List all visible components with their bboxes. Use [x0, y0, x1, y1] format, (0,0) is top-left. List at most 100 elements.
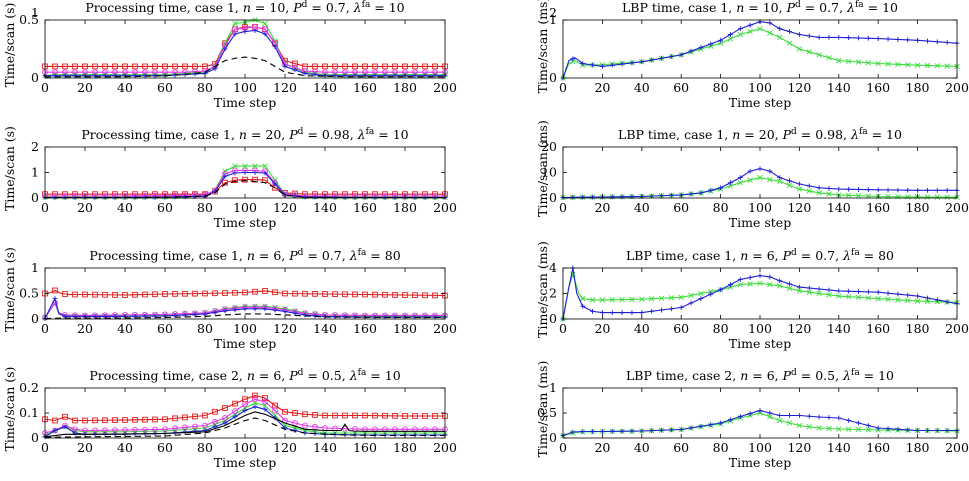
plus-marker — [252, 170, 258, 175]
square-marker — [172, 291, 178, 297]
plus-marker — [232, 414, 238, 420]
plus-marker — [262, 31, 268, 37]
chart-title: LBP time, case 1, n = 10, Pd = 0.7, λfa … — [622, 0, 898, 15]
y-axis-label: Time/scan (ms) — [535, 361, 550, 458]
x-tick-label: 100 — [748, 200, 772, 215]
square-marker — [422, 292, 428, 299]
x-marker — [776, 417, 783, 424]
x-marker — [944, 63, 950, 69]
plot-frame — [44, 19, 446, 79]
series-line-magenta — [45, 26, 445, 73]
plus-marker — [222, 173, 228, 179]
plus-marker — [856, 420, 861, 426]
x-tick-label: 20 — [594, 200, 610, 215]
square-marker — [362, 291, 368, 298]
plus-marker — [767, 168, 773, 174]
square-marker — [212, 408, 218, 415]
square-marker — [142, 63, 148, 70]
plus-marker — [698, 190, 704, 196]
plus-marker — [777, 175, 783, 180]
x-axis-label: Time step — [729, 455, 791, 470]
square-marker — [102, 417, 108, 424]
x-marker — [905, 62, 911, 68]
x-marker — [845, 58, 852, 65]
x-marker — [836, 57, 842, 64]
plus-marker — [302, 312, 308, 318]
square-marker — [432, 292, 438, 299]
x-marker — [826, 292, 832, 298]
plus-marker — [668, 192, 674, 198]
square-marker — [102, 291, 108, 298]
x-tick-label: 140 — [827, 440, 851, 455]
plus-marker — [659, 193, 664, 199]
square-marker — [312, 291, 318, 297]
square-marker — [222, 405, 228, 411]
x-tick-label: 20 — [77, 200, 93, 215]
square-marker — [52, 287, 58, 294]
square-marker — [342, 412, 348, 419]
plus-marker — [382, 73, 388, 79]
x-marker — [737, 31, 744, 38]
x-marker — [865, 427, 872, 433]
x-marker — [232, 163, 238, 169]
plus-marker — [600, 429, 605, 434]
plus-marker — [767, 410, 773, 416]
series-line-blue — [45, 29, 445, 77]
square-marker — [182, 63, 188, 70]
series-group — [560, 265, 960, 322]
plus-marker — [905, 187, 911, 193]
x-tick-label: 80 — [197, 80, 213, 95]
x-tick-label: 120 — [273, 80, 297, 95]
plus-marker — [895, 187, 901, 193]
x-tick-label: 80 — [197, 440, 213, 455]
x-marker — [826, 54, 832, 61]
x-tick-label: 180 — [393, 321, 417, 336]
x-tick-label: 60 — [157, 440, 173, 455]
square-marker — [232, 289, 238, 296]
y-tick-label: 2 — [549, 286, 557, 301]
square-marker — [352, 412, 358, 419]
square-marker — [222, 179, 228, 186]
plus-marker — [580, 194, 586, 200]
x-marker — [885, 296, 891, 302]
plus-marker — [659, 307, 664, 313]
square-marker — [382, 412, 388, 419]
plus-marker — [698, 296, 704, 301]
x-tick-label: 200 — [945, 440, 969, 455]
plus-marker — [232, 170, 238, 176]
series-group — [560, 166, 960, 201]
square-marker — [402, 63, 408, 70]
circle-marker — [192, 423, 198, 430]
square-marker — [302, 411, 308, 418]
y-tick-label: 2 — [549, 5, 557, 20]
x-marker — [934, 194, 941, 200]
square-marker — [162, 416, 168, 423]
x-tick-label: 160 — [866, 80, 890, 95]
square-marker — [272, 289, 278, 296]
x-marker — [855, 294, 862, 301]
square-marker — [332, 291, 338, 297]
x-marker — [796, 288, 803, 294]
y-tick-label: 0 — [549, 70, 557, 85]
square-marker — [252, 392, 258, 399]
plus-marker — [925, 428, 930, 433]
square-marker — [122, 417, 128, 423]
x-marker — [747, 28, 753, 35]
chart-title: Processing time, case 2, n = 6, Pd = 0.5… — [89, 368, 400, 383]
plus-marker — [816, 414, 822, 420]
x-marker — [262, 20, 268, 27]
x-tick-label: 0 — [559, 80, 567, 95]
x-marker — [826, 191, 832, 197]
x-tick-label: 60 — [157, 80, 173, 95]
square-marker — [92, 63, 98, 70]
x-marker — [629, 296, 635, 303]
x-marker — [875, 60, 881, 67]
plus-marker — [659, 55, 664, 61]
x-tick-label: 0 — [41, 200, 49, 215]
plus-marker — [580, 429, 586, 434]
plus-marker — [678, 305, 684, 310]
square-marker — [132, 63, 138, 70]
plus-marker — [895, 37, 901, 42]
x-marker — [816, 290, 822, 297]
x-tick-label: 40 — [117, 440, 133, 455]
